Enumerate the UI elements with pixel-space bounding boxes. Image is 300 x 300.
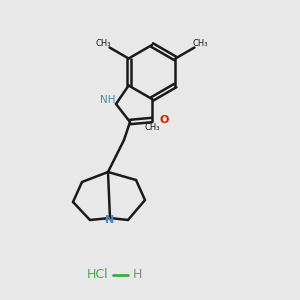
Text: CH₃: CH₃ [144,124,160,133]
Text: NH: NH [100,95,116,105]
Text: CH₃: CH₃ [96,40,111,49]
Text: CH₃: CH₃ [193,40,208,49]
Text: H: H [132,268,142,281]
Text: HCl: HCl [87,268,109,281]
Text: N: N [105,215,115,225]
Text: O: O [159,115,168,125]
